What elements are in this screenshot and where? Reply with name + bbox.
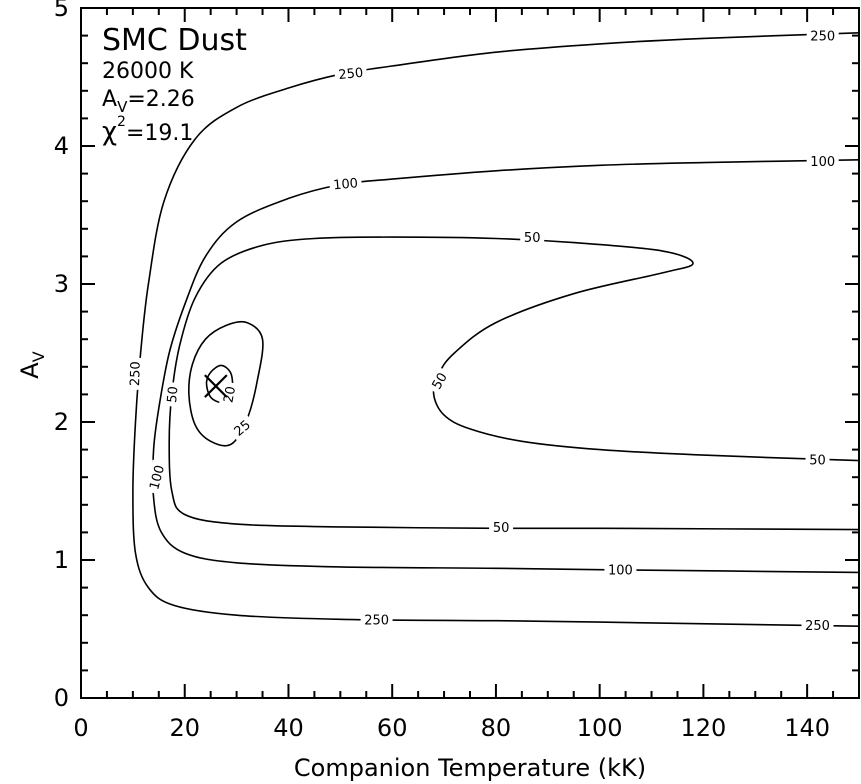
contour-label-bg	[806, 27, 839, 44]
annotation-av-value: =2.26	[127, 87, 194, 112]
y-axis-title: AV	[16, 351, 48, 378]
contour-label-bg	[227, 413, 257, 442]
contour-label-text: 250	[810, 30, 835, 45]
contour-label-bg	[360, 611, 393, 628]
axis-ticks	[80, 7, 860, 699]
contour-label-text: 100	[333, 176, 359, 193]
contour-line-50	[168, 236, 859, 531]
annotation-chi-symbol: χ	[102, 117, 117, 147]
contour-label-25: 25	[227, 413, 257, 442]
contour-label-bg	[162, 381, 181, 408]
y-tick-label: 4	[54, 132, 69, 160]
contour-label-text: 250	[128, 361, 144, 386]
contour-label-50: 50	[425, 366, 452, 395]
contour-label-bg	[604, 561, 637, 578]
x-tick-label: 120	[680, 714, 726, 742]
plot-frame	[80, 7, 860, 699]
contour-label-20: 20	[218, 381, 239, 408]
annotation-chi: χ2=19.1	[102, 114, 193, 147]
annotation-av: AV=2.26	[102, 87, 195, 116]
contour-label-bg	[144, 459, 169, 495]
x-tick-label: 60	[377, 714, 408, 742]
x-tick-label: 100	[577, 714, 623, 742]
annotation-chi-sup: 2	[117, 114, 126, 130]
contour-label-50: 50	[520, 229, 545, 246]
y-tick-label: 2	[54, 408, 69, 436]
contour-label-50: 50	[805, 451, 830, 468]
contour-lines	[132, 32, 859, 627]
contour-label-100: 100	[144, 459, 169, 495]
contour-label-text: 250	[364, 613, 389, 628]
contour-label-50: 50	[489, 518, 514, 536]
contour-label-text: 250	[338, 66, 364, 84]
contour-label-text: 250	[805, 619, 830, 634]
x-axis-title: Companion Temperature (kK)	[294, 754, 646, 782]
contour-label-250: 250	[333, 63, 368, 84]
contour-label-100: 100	[806, 153, 839, 170]
y-tick-label: 0	[54, 684, 69, 712]
x-tick-label: 140	[784, 714, 830, 742]
annotation-chi-value: =19.1	[126, 121, 193, 146]
contour-label-50: 50	[162, 381, 181, 408]
contour-line-250	[132, 32, 859, 627]
contour-label-text: 100	[147, 464, 168, 492]
best-fit-marker	[204, 374, 228, 398]
y-tick-label: 5	[54, 0, 69, 22]
contour-label-100: 100	[604, 561, 637, 579]
contour-label-bg	[425, 366, 452, 395]
annotation-title: SMC Dust	[102, 23, 247, 58]
contour-label-bg	[328, 173, 363, 193]
contour-label-bg	[806, 153, 839, 170]
contour-label-bg	[805, 451, 830, 468]
contour-label-250: 250	[360, 611, 393, 628]
contour-label-text: 20	[221, 385, 239, 404]
contour-label-bg	[489, 518, 514, 535]
contour-line-25	[188, 320, 264, 447]
contour-label-bg	[520, 229, 545, 246]
contour-line-100	[151, 159, 859, 574]
annotation-temperature: 26000 K	[102, 59, 194, 84]
contour-label-bg	[125, 357, 143, 390]
x-tick-label: 40	[273, 714, 304, 742]
x-tick-label: 20	[169, 714, 200, 742]
contour-label-250: 250	[801, 616, 834, 634]
y-tick-label: 3	[54, 270, 69, 298]
contour-label-bg	[801, 616, 834, 633]
contour-label-bg	[218, 381, 239, 408]
contour-label-text: 100	[810, 155, 835, 170]
contour-label-text: 50	[165, 386, 181, 404]
annotation-av-prefix: A	[102, 87, 117, 112]
contour-label-text: 50	[809, 453, 826, 468]
tick-labels: 0 20 40 60 80 100 120 140 0 1 2 3 4 5	[54, 0, 830, 742]
contour-label-250: 250	[806, 27, 839, 45]
x-tick-label: 80	[481, 714, 512, 742]
y-tick-label: 1	[54, 546, 69, 574]
best-fit-stroke-b	[204, 374, 228, 398]
contour-label-text: 100	[608, 564, 633, 579]
annotation-av-sub: V	[117, 98, 128, 116]
contour-label-250: 250	[125, 357, 144, 390]
contour-label-bg	[333, 63, 368, 83]
y-axis-title-main: A	[16, 362, 44, 379]
contour-label-text: 50	[430, 370, 451, 392]
contour-label-text: 50	[493, 521, 510, 536]
y-axis-title-sub: V	[29, 351, 48, 362]
contour-label-100: 100	[328, 173, 363, 193]
contour-label-text: 50	[524, 231, 541, 246]
x-tick-label: 0	[73, 714, 88, 742]
contour-labels: 250 250 250 250 250 100 100 100 100 50 50 50 50 50 25 2…	[125, 27, 839, 634]
